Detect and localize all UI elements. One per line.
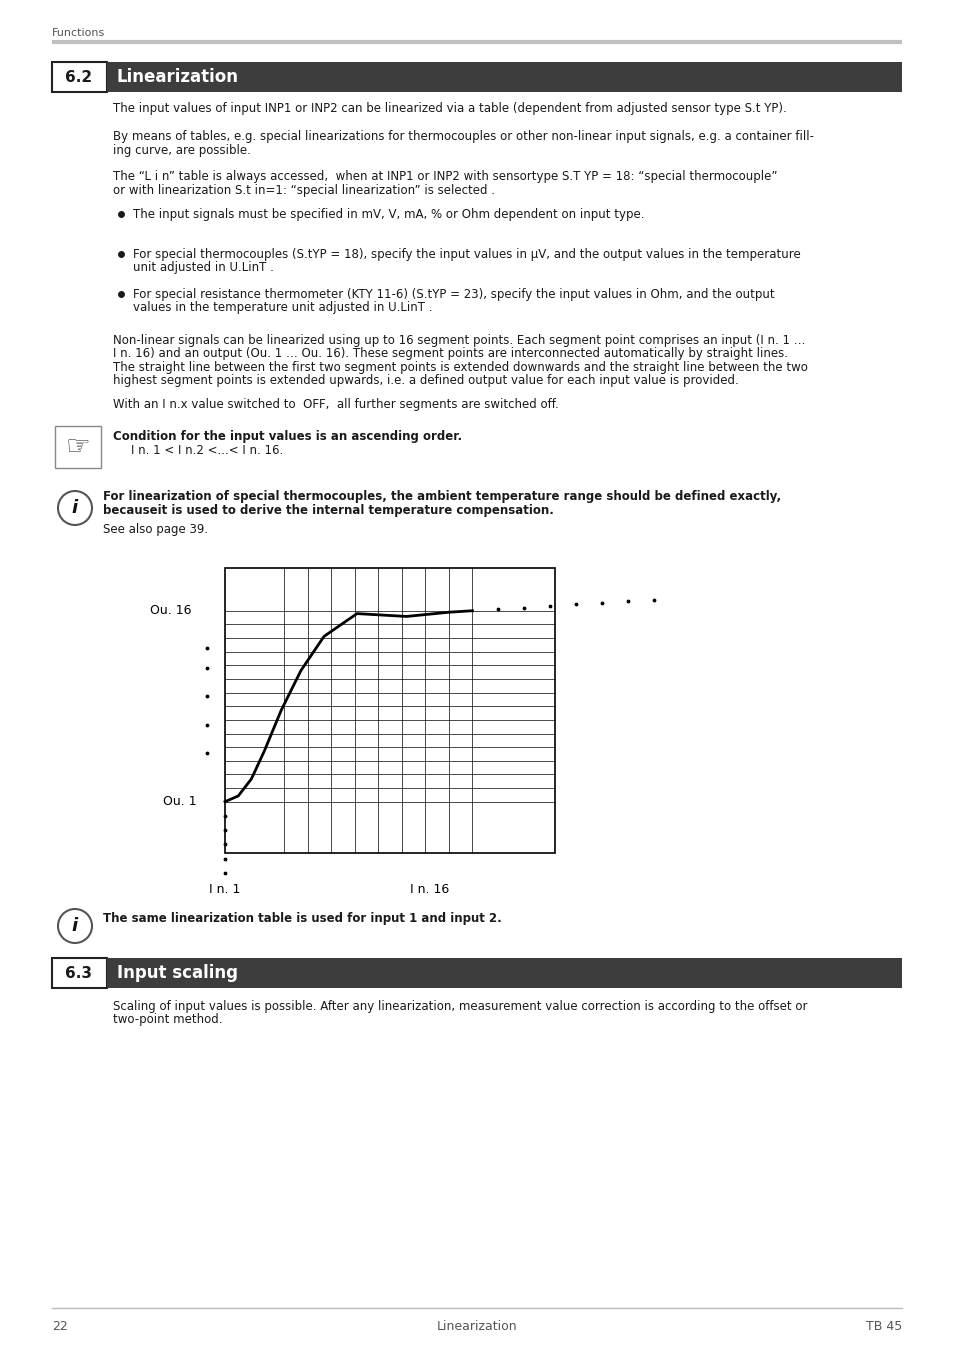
Text: For linearization of special thermocouples, the ambient temperature range should: For linearization of special thermocoupl… (103, 490, 781, 504)
Text: By means of tables, e.g. special linearizations for thermocouples or other non-l: By means of tables, e.g. special lineari… (112, 130, 813, 143)
Text: i: i (71, 917, 78, 936)
Bar (107, 958, 901, 988)
Text: 6.3: 6.3 (66, 965, 92, 980)
Bar (52, 62, 107, 92)
Text: ing curve, are possible.: ing curve, are possible. (112, 144, 251, 157)
Text: Linearization: Linearization (117, 68, 239, 86)
Text: Ou. 1: Ou. 1 (163, 795, 196, 809)
Text: I n. 1 < I n.2 <...< I n. 16.: I n. 1 < I n.2 <...< I n. 16. (131, 444, 283, 458)
Text: becauseit is used to derive the internal temperature compensation.: becauseit is used to derive the internal… (103, 504, 554, 517)
Text: For special resistance thermometer (KTY 11-6) (S.tYP = 23), specify the input va: For special resistance thermometer (KTY … (132, 288, 774, 301)
Text: Non-linear signals can be linearized using up to 16 segment points. Each segment: Non-linear signals can be linearized usi… (112, 333, 804, 347)
Text: Condition for the input values is an ascending order.: Condition for the input values is an asc… (112, 431, 461, 443)
Text: For special thermocouples (S.tYP = 18), specify the input values in μV, and the : For special thermocouples (S.tYP = 18), … (132, 248, 800, 261)
Bar (225, 568, 555, 853)
Text: I n. 1: I n. 1 (209, 883, 240, 896)
Text: I n. 16: I n. 16 (410, 883, 449, 896)
Text: or with linearization S.t in=1: “special linearization” is selected .: or with linearization S.t in=1: “special… (112, 184, 495, 197)
Bar (52, 958, 107, 988)
Text: See also page 39.: See also page 39. (103, 522, 208, 536)
Circle shape (58, 491, 91, 525)
Text: The same linearization table is used for input 1 and input 2.: The same linearization table is used for… (103, 913, 501, 925)
Text: i: i (71, 500, 78, 517)
Text: The input values of input INP1 or INP2 can be linearized via a table (dependent : The input values of input INP1 or INP2 c… (112, 103, 786, 115)
Text: I n. 16) and an output (Ou. 1 … Ou. 16). These segment points are interconnected: I n. 16) and an output (Ou. 1 … Ou. 16).… (112, 347, 787, 360)
Text: ☞: ☞ (66, 433, 91, 460)
Text: The straight line between the first two segment points is extended downwards and: The straight line between the first two … (112, 360, 807, 374)
Text: Functions: Functions (52, 28, 105, 38)
Circle shape (58, 909, 91, 944)
Text: The “L i n” table is always accessed,  when at INP1 or INP2 with sensortype S.T : The “L i n” table is always accessed, wh… (112, 170, 777, 184)
Text: Input scaling: Input scaling (117, 964, 237, 981)
Text: 6.2: 6.2 (66, 69, 92, 85)
Text: unit adjusted in U.LinT .: unit adjusted in U.LinT . (132, 261, 274, 274)
Text: highest segment points is extended upwards, i.e. a defined output value for each: highest segment points is extended upwar… (112, 374, 738, 387)
Bar (107, 62, 901, 92)
Text: two-point method.: two-point method. (112, 1014, 222, 1026)
Bar (55, 427, 101, 468)
Text: Linearization: Linearization (436, 1320, 517, 1332)
Text: With an I n.x value switched to  OFF,  all further segments are switched off.: With an I n.x value switched to OFF, all… (112, 398, 558, 410)
Text: Ou. 16: Ou. 16 (150, 605, 192, 617)
Text: The input signals must be specified in mV, V, mA, % or Ohm dependent on input ty: The input signals must be specified in m… (132, 208, 644, 221)
Text: 22: 22 (52, 1320, 68, 1332)
Text: values in the temperature unit adjusted in U.LinT .: values in the temperature unit adjusted … (132, 301, 432, 315)
Text: TB 45: TB 45 (864, 1320, 901, 1332)
Text: Scaling of input values is possible. After any linearization, measurement value : Scaling of input values is possible. Aft… (112, 1000, 806, 1012)
